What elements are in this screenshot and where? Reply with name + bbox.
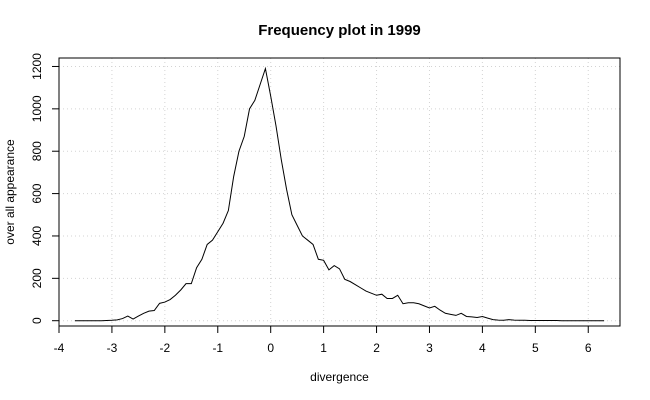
y-tick-label-2: 400 — [30, 226, 44, 246]
x-tick-label-1: -3 — [107, 341, 118, 355]
y-tick-label-4: 800 — [30, 141, 44, 161]
y-tick-label-3: 600 — [30, 183, 44, 203]
x-tick-label-7: 3 — [426, 341, 433, 355]
grid-lines — [58, 58, 620, 326]
plot-frame — [58, 57, 621, 327]
x-tick-label-6: 2 — [373, 341, 380, 355]
x-tick-label-2: -2 — [160, 341, 171, 355]
x-axis-label: divergence — [310, 370, 369, 384]
x-tick-label-3: -1 — [212, 341, 223, 355]
chart-title: Frequency plot in 1999 — [258, 22, 421, 39]
x-tick-label-10: 6 — [585, 341, 592, 355]
x-tick-label-9: 5 — [532, 341, 539, 355]
x-axis: -4 -3 -2 -1 0 1 2 3 4 5 6 — [54, 325, 592, 355]
x-tick-label-4: 0 — [267, 341, 274, 355]
y-tick-label-6: 1200 — [30, 53, 44, 80]
y-axis-label: over all appearance — [3, 139, 17, 245]
y-tick-label-1: 200 — [30, 268, 44, 288]
series-line — [74, 66, 605, 322]
x-tick-label-0: -4 — [54, 341, 65, 355]
x-tick-label-5: 1 — [320, 341, 327, 355]
y-tick-label-0: 0 — [30, 317, 44, 324]
y-tick-label-5: 1000 — [30, 95, 44, 122]
y-axis: 0 200 400 600 800 1000 1200 — [30, 53, 60, 324]
x-tick-label-8: 4 — [479, 341, 486, 355]
